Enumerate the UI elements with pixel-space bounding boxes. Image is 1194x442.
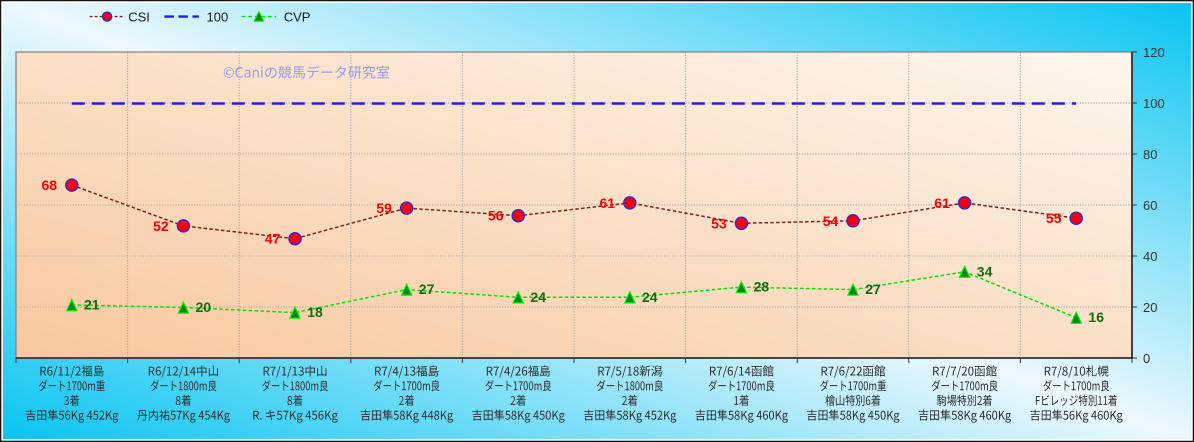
- svg-text:60: 60: [1143, 198, 1157, 213]
- svg-text:20: 20: [196, 299, 212, 315]
- svg-text:40: 40: [1143, 249, 1157, 264]
- svg-text:100: 100: [207, 9, 229, 24]
- svg-text:61: 61: [934, 195, 950, 211]
- svg-text:20: 20: [1143, 300, 1157, 315]
- svg-text:CVP: CVP: [284, 9, 311, 24]
- svg-text:53: 53: [711, 215, 727, 231]
- svg-text:68: 68: [42, 177, 58, 193]
- svg-text:34: 34: [977, 263, 993, 279]
- svg-text:100: 100: [1143, 96, 1165, 111]
- svg-text:55: 55: [1046, 210, 1062, 226]
- svg-text:54: 54: [823, 213, 839, 229]
- svg-text:0: 0: [1143, 351, 1150, 366]
- svg-text:61: 61: [600, 195, 616, 211]
- svg-text:52: 52: [153, 218, 169, 234]
- svg-text:24: 24: [642, 289, 658, 305]
- svg-text:21: 21: [84, 296, 100, 312]
- svg-text:27: 27: [865, 281, 881, 297]
- svg-text:28: 28: [754, 279, 770, 295]
- svg-text:59: 59: [376, 200, 392, 216]
- svg-text:56: 56: [488, 208, 504, 224]
- svg-text:27: 27: [419, 281, 435, 297]
- svg-text:80: 80: [1143, 147, 1157, 162]
- svg-text:120: 120: [1143, 45, 1165, 60]
- svg-text:16: 16: [1088, 309, 1104, 325]
- svg-text:CSI: CSI: [128, 9, 150, 24]
- svg-text:47: 47: [265, 231, 281, 247]
- svg-text:24: 24: [530, 289, 546, 305]
- svg-text:18: 18: [307, 304, 323, 320]
